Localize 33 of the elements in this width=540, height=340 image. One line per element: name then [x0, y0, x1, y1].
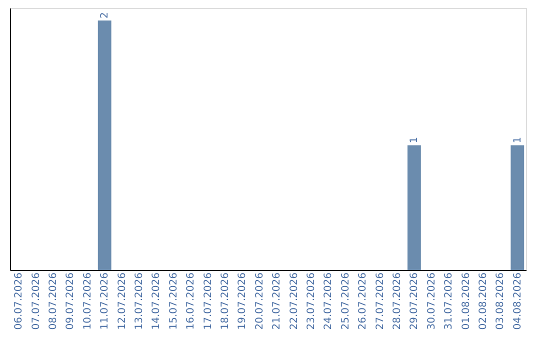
- x-tick-label: 30.07.2026: [426, 272, 438, 330]
- x-tick-label: 29.07.2026: [409, 272, 420, 330]
- x-tick-label: 07.07.2026: [30, 272, 42, 330]
- x-tick-label: 03.08.2026: [495, 272, 506, 330]
- x-tick-label: 19.07.2026: [237, 272, 248, 330]
- x-tick-label: 20.07.2026: [254, 272, 266, 330]
- x-tick-label: 12.07.2026: [116, 272, 128, 330]
- x-tick-label: 10.07.2026: [82, 272, 94, 330]
- x-tick-label: 31.07.2026: [444, 272, 455, 330]
- x-tick-label: 11.07.2026: [100, 272, 111, 330]
- x-tick-label: 25.07.2026: [340, 272, 352, 330]
- x-tick-label: 17.07.2026: [202, 272, 214, 330]
- x-tick-label: 26.07.2026: [358, 272, 369, 330]
- data-label: 2: [100, 12, 111, 18]
- x-tick-label: 01.08.2026: [460, 272, 472, 330]
- x-tick-label: 16.07.2026: [186, 272, 197, 330]
- x-tick-label: 22.07.2026: [288, 272, 300, 330]
- x-tick-label: 13.07.2026: [134, 272, 145, 330]
- data-label: 1: [409, 136, 420, 144]
- x-tick-label: 24.07.2026: [323, 272, 334, 330]
- x-tick-label: 14.07.2026: [151, 272, 162, 330]
- x-tick-label: 21.07.2026: [272, 272, 283, 330]
- x-tick-label: 28.07.2026: [392, 272, 403, 330]
- x-tick-label: 04.08.2026: [512, 272, 524, 330]
- x-tick-label: 02.08.2026: [478, 272, 489, 330]
- x-tick-label: 27.07.2026: [374, 272, 386, 330]
- x-tick-label: 18.07.2026: [220, 272, 231, 330]
- data-label: 1: [512, 136, 524, 144]
- x-tick-label: 09.07.2026: [65, 272, 76, 330]
- x-tick-label: 15.07.2026: [168, 272, 180, 330]
- x-tick-label: 06.07.2026: [14, 272, 25, 330]
- x-tick-label: 08.07.2026: [48, 272, 59, 330]
- x-tick-label: 23.07.2026: [306, 272, 317, 330]
